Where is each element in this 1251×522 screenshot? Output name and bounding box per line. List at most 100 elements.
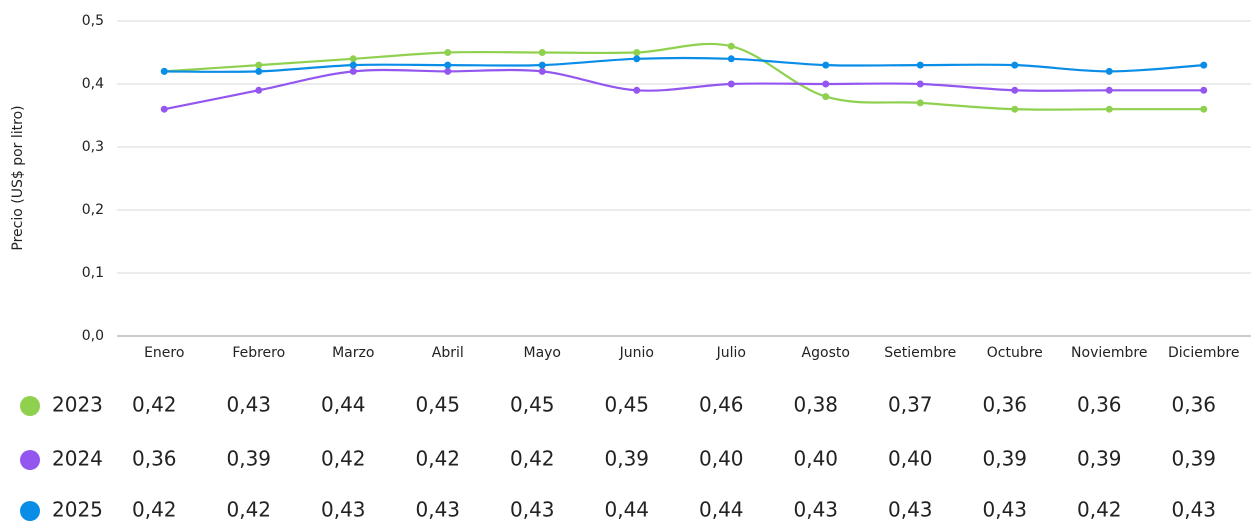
data-point bbox=[633, 86, 641, 94]
y-tick-label: 0,2 bbox=[82, 202, 104, 218]
table-value: 0,45 bbox=[510, 393, 555, 417]
data-point bbox=[255, 67, 263, 75]
data-point bbox=[633, 55, 641, 63]
data-point bbox=[727, 80, 735, 88]
y-tick-label: 0,1 bbox=[82, 265, 104, 281]
table-value: 0,46 bbox=[699, 393, 744, 417]
table-value: 0,43 bbox=[510, 498, 555, 522]
table-value: 0,44 bbox=[699, 498, 744, 522]
x-tick-label: Julio bbox=[716, 345, 746, 361]
data-point bbox=[1105, 86, 1113, 94]
data-point bbox=[160, 67, 168, 75]
series-line bbox=[164, 42, 1204, 111]
table-value: 0,43 bbox=[793, 498, 838, 522]
table-value: 0,42 bbox=[415, 447, 460, 471]
table-value: 0,44 bbox=[604, 498, 649, 522]
table-value: 0,36 bbox=[1077, 393, 1122, 417]
table-value: 0,43 bbox=[321, 498, 366, 522]
data-point bbox=[1011, 105, 1019, 113]
legend-label: 2025 bbox=[52, 498, 103, 522]
x-tick-label: Agosto bbox=[802, 345, 850, 361]
data-point bbox=[538, 67, 546, 75]
table-value: 0,43 bbox=[888, 498, 933, 522]
x-tick-label: Mayo bbox=[523, 345, 561, 361]
data-point bbox=[1200, 105, 1208, 113]
legend-swatch bbox=[20, 450, 40, 470]
table-value: 0,40 bbox=[888, 447, 933, 471]
data-point bbox=[822, 93, 830, 101]
data-point bbox=[1011, 61, 1019, 69]
table-value: 0,44 bbox=[321, 393, 366, 417]
data-point bbox=[538, 49, 546, 56]
x-tick-label: Octubre bbox=[987, 345, 1043, 361]
x-tick-label: Junio bbox=[619, 345, 654, 361]
series-line bbox=[164, 68, 1204, 111]
y-tick-label: 0,5 bbox=[82, 13, 104, 29]
table-value: 0,36 bbox=[982, 393, 1027, 417]
table-value: 0,39 bbox=[1077, 447, 1122, 471]
data-point bbox=[1011, 86, 1019, 94]
legend-swatch bbox=[20, 396, 40, 416]
data-point bbox=[822, 61, 830, 69]
data-point bbox=[444, 61, 452, 69]
table-value: 0,43 bbox=[1171, 498, 1216, 522]
table-value: 0,42 bbox=[510, 447, 555, 471]
x-tick-label: Marzo bbox=[332, 345, 374, 361]
table-value: 0,43 bbox=[415, 498, 460, 522]
table-value: 0,42 bbox=[132, 393, 177, 417]
data-point bbox=[255, 61, 263, 69]
legend-swatch bbox=[20, 501, 40, 521]
data-point bbox=[822, 80, 830, 88]
x-tick-label: Febrero bbox=[232, 345, 285, 361]
y-tick-label: 0,4 bbox=[82, 76, 104, 92]
data-point bbox=[444, 49, 452, 56]
data-point bbox=[633, 49, 641, 56]
table-value: 0,38 bbox=[793, 393, 838, 417]
data-point bbox=[160, 105, 168, 113]
x-tick-label: Enero bbox=[144, 345, 184, 361]
data-point bbox=[916, 99, 924, 107]
table-value: 0,36 bbox=[132, 447, 177, 471]
x-tick-label: Abril bbox=[432, 345, 464, 361]
legend-label: 2024 bbox=[52, 447, 103, 471]
y-tick-label: 0,3 bbox=[82, 139, 104, 155]
y-axis-label: Precio (US$ por litro) bbox=[10, 105, 26, 250]
x-tick-label: Noviembre bbox=[1071, 345, 1147, 361]
data-point bbox=[1105, 67, 1113, 75]
data-point bbox=[349, 55, 357, 63]
data-point bbox=[916, 80, 924, 88]
x-tick-label: Diciembre bbox=[1168, 345, 1239, 361]
table-value: 0,39 bbox=[1171, 447, 1216, 471]
data-point bbox=[1200, 86, 1208, 94]
table-value: 0,39 bbox=[604, 447, 649, 471]
table-value: 0,43 bbox=[226, 393, 271, 417]
x-tick-label: Setiembre bbox=[884, 345, 956, 361]
data-point bbox=[916, 61, 924, 69]
data-point bbox=[444, 67, 452, 75]
table-value: 0,37 bbox=[888, 393, 933, 417]
series-line bbox=[164, 56, 1204, 73]
legend-label: 2023 bbox=[52, 393, 103, 417]
data-point bbox=[255, 86, 263, 94]
data-point bbox=[349, 61, 357, 69]
data-point bbox=[538, 61, 546, 69]
table-value: 0,39 bbox=[982, 447, 1027, 471]
table-value: 0,42 bbox=[321, 447, 366, 471]
data-point bbox=[1105, 105, 1113, 113]
table-value: 0,36 bbox=[1171, 393, 1216, 417]
table-value: 0,40 bbox=[699, 447, 744, 471]
data-point bbox=[727, 55, 735, 63]
table-value: 0,42 bbox=[1077, 498, 1122, 522]
table-value: 0,45 bbox=[604, 393, 649, 417]
y-tick-label: 0,0 bbox=[82, 328, 104, 344]
table-value: 0,43 bbox=[982, 498, 1027, 522]
table-value: 0,39 bbox=[226, 447, 271, 471]
table-value: 0,45 bbox=[415, 393, 460, 417]
table-value: 0,42 bbox=[132, 498, 177, 522]
data-point bbox=[1200, 61, 1208, 69]
data-point bbox=[727, 42, 735, 50]
table-value: 0,40 bbox=[793, 447, 838, 471]
table-value: 0,42 bbox=[226, 498, 271, 522]
data-point bbox=[349, 67, 357, 75]
